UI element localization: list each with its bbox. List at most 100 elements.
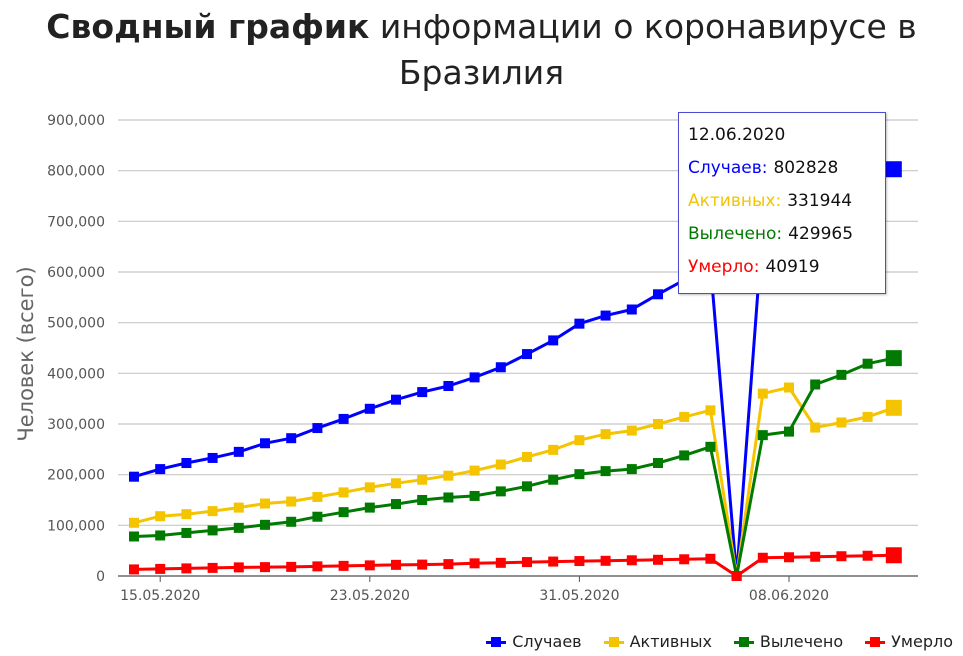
data-point-active[interactable] <box>312 491 323 502</box>
data-point-recovered[interactable] <box>469 490 480 501</box>
legend-item-deaths[interactable]: Умерло <box>865 632 953 651</box>
data-point-cases[interactable] <box>286 433 297 444</box>
data-point-deaths[interactable] <box>233 562 244 573</box>
data-point-active[interactable] <box>233 502 244 513</box>
data-point-recovered[interactable] <box>548 474 559 485</box>
data-point-active[interactable] <box>129 517 139 528</box>
data-point-recovered[interactable] <box>885 350 902 367</box>
data-point-deaths[interactable] <box>679 554 690 565</box>
data-point-cases[interactable] <box>129 471 139 482</box>
data-point-cases[interactable] <box>522 349 532 360</box>
data-point-cases[interactable] <box>155 464 166 475</box>
data-point-deaths[interactable] <box>181 563 192 574</box>
data-point-active[interactable] <box>469 465 480 476</box>
data-point-active[interactable] <box>181 509 192 520</box>
data-point-recovered[interactable] <box>417 495 428 505</box>
data-point-active[interactable] <box>574 435 585 446</box>
data-point-deaths[interactable] <box>443 559 454 570</box>
data-point-deaths[interactable] <box>757 552 768 563</box>
data-point-recovered[interactable] <box>495 486 506 497</box>
data-point-deaths[interactable] <box>207 562 218 573</box>
data-point-deaths[interactable] <box>260 562 270 573</box>
data-point-active[interactable] <box>522 451 532 462</box>
data-point-recovered[interactable] <box>443 492 454 503</box>
data-point-recovered[interactable] <box>705 441 716 452</box>
data-point-deaths[interactable] <box>836 551 847 562</box>
data-point-active[interactable] <box>784 382 794 393</box>
data-point-recovered[interactable] <box>286 516 297 527</box>
data-point-deaths[interactable] <box>810 551 821 562</box>
data-point-cases[interactable] <box>338 413 349 424</box>
data-point-recovered[interactable] <box>129 531 139 542</box>
data-point-active[interactable] <box>679 411 690 422</box>
data-point-recovered[interactable] <box>522 481 532 492</box>
data-point-cases[interactable] <box>885 161 902 178</box>
data-point-recovered[interactable] <box>207 525 218 536</box>
data-point-recovered[interactable] <box>679 450 690 461</box>
data-point-deaths[interactable] <box>417 559 428 570</box>
data-point-cases[interactable] <box>495 362 506 373</box>
data-point-cases[interactable] <box>574 318 585 329</box>
data-point-deaths[interactable] <box>705 553 716 564</box>
data-point-active[interactable] <box>364 482 375 493</box>
data-point-deaths[interactable] <box>600 555 611 566</box>
data-point-cases[interactable] <box>417 387 428 398</box>
data-point-deaths[interactable] <box>574 556 585 567</box>
data-point-deaths[interactable] <box>653 554 663 565</box>
data-point-active[interactable] <box>885 399 902 416</box>
data-point-deaths[interactable] <box>391 559 401 570</box>
data-point-active[interactable] <box>417 474 428 485</box>
data-point-cases[interactable] <box>626 304 637 315</box>
data-point-recovered[interactable] <box>312 511 323 522</box>
data-point-deaths[interactable] <box>312 561 323 572</box>
data-point-deaths[interactable] <box>626 555 637 566</box>
data-point-recovered[interactable] <box>836 369 847 380</box>
data-point-cases[interactable] <box>653 289 663 300</box>
data-point-active[interactable] <box>338 487 349 498</box>
data-point-recovered[interactable] <box>757 430 768 441</box>
data-point-deaths[interactable] <box>129 564 139 575</box>
data-point-active[interactable] <box>443 470 454 481</box>
data-point-deaths[interactable] <box>522 557 532 568</box>
data-point-cases[interactable] <box>600 310 611 321</box>
data-point-cases[interactable] <box>364 403 375 414</box>
data-point-recovered[interactable] <box>626 464 637 475</box>
data-point-active[interactable] <box>836 417 847 428</box>
data-point-recovered[interactable] <box>364 502 375 513</box>
data-point-cases[interactable] <box>260 438 270 449</box>
data-point-recovered[interactable] <box>338 507 349 518</box>
data-point-recovered[interactable] <box>155 530 166 541</box>
data-point-cases[interactable] <box>207 452 218 463</box>
data-point-deaths[interactable] <box>286 561 297 572</box>
data-point-deaths[interactable] <box>364 560 375 571</box>
data-point-recovered[interactable] <box>391 499 401 510</box>
data-point-active[interactable] <box>391 478 401 489</box>
data-point-recovered[interactable] <box>653 458 663 469</box>
data-point-recovered[interactable] <box>600 466 611 477</box>
data-point-deaths[interactable] <box>548 556 559 567</box>
data-point-recovered[interactable] <box>784 426 794 437</box>
data-point-cases[interactable] <box>181 458 192 469</box>
data-point-deaths[interactable] <box>784 552 794 563</box>
data-point-active[interactable] <box>862 411 873 422</box>
data-point-active[interactable] <box>626 425 637 436</box>
data-point-deaths[interactable] <box>731 571 742 581</box>
data-point-active[interactable] <box>155 511 166 522</box>
legend-item-recovered[interactable]: Вылечено <box>733 632 843 651</box>
data-point-active[interactable] <box>207 506 218 517</box>
data-point-deaths[interactable] <box>495 557 506 568</box>
data-point-active[interactable] <box>757 388 768 399</box>
legend-item-cases[interactable]: Случаев <box>486 632 582 651</box>
legend-item-active[interactable]: Активных <box>603 632 712 651</box>
data-point-recovered[interactable] <box>233 522 244 533</box>
data-point-active[interactable] <box>495 459 506 470</box>
data-point-cases[interactable] <box>391 394 401 405</box>
data-point-deaths[interactable] <box>469 558 480 569</box>
data-point-active[interactable] <box>286 496 297 507</box>
data-point-recovered[interactable] <box>810 379 821 390</box>
data-point-active[interactable] <box>600 429 611 440</box>
data-point-recovered[interactable] <box>181 527 192 538</box>
data-point-deaths[interactable] <box>155 563 166 574</box>
data-point-deaths[interactable] <box>885 547 902 564</box>
